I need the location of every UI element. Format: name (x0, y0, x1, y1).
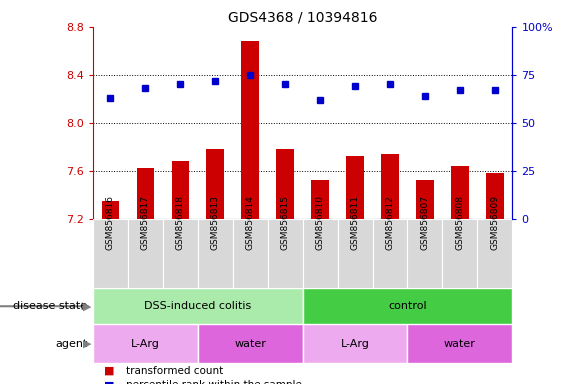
Bar (346, 157, 364, 219)
Text: GSM856816: GSM856816 (106, 195, 115, 250)
Title: GDS4368 / 10394816: GDS4368 / 10394816 (228, 10, 377, 24)
Bar (381, 154, 399, 219)
Bar (451, 166, 468, 219)
Text: disease state: disease state (13, 301, 87, 311)
Text: ▶: ▶ (83, 301, 92, 311)
Text: GSM856814: GSM856814 (245, 195, 254, 250)
Text: GSM856818: GSM856818 (176, 195, 185, 250)
Text: GSM856815: GSM856815 (280, 195, 289, 250)
Bar (486, 173, 503, 219)
Bar (416, 180, 434, 219)
Bar (311, 180, 329, 219)
Bar (303, 324, 408, 363)
Bar (303, 288, 512, 324)
Bar (137, 169, 154, 219)
Text: GSM856811: GSM856811 (351, 195, 360, 250)
Text: GSM856808: GSM856808 (455, 195, 464, 250)
Text: ▶: ▶ (83, 339, 92, 349)
Text: GSM856812: GSM856812 (386, 195, 395, 250)
Bar (172, 161, 189, 219)
Bar (198, 324, 303, 363)
Text: GSM856810: GSM856810 (316, 195, 325, 250)
Bar (477, 219, 512, 288)
Text: water: water (444, 339, 476, 349)
Text: control: control (388, 301, 427, 311)
Bar (267, 219, 303, 288)
Bar (93, 288, 303, 324)
Bar (207, 149, 224, 219)
Bar (163, 219, 198, 288)
Text: L-Arg: L-Arg (131, 339, 160, 349)
Bar (198, 219, 233, 288)
Text: DSS-induced colitis: DSS-induced colitis (144, 301, 251, 311)
Text: GSM856813: GSM856813 (211, 195, 220, 250)
Bar (303, 219, 338, 288)
Bar (373, 219, 408, 288)
Bar (93, 324, 198, 363)
Bar (338, 219, 373, 288)
Bar (242, 41, 259, 219)
Text: GSM856817: GSM856817 (141, 195, 150, 250)
Text: ■: ■ (104, 380, 115, 384)
Bar (276, 149, 294, 219)
Bar (443, 219, 477, 288)
Text: ■: ■ (104, 366, 115, 376)
Bar (128, 219, 163, 288)
Text: GSM856807: GSM856807 (421, 195, 430, 250)
Text: water: water (234, 339, 266, 349)
Bar (408, 324, 512, 363)
Bar (93, 219, 128, 288)
Text: GSM856809: GSM856809 (490, 195, 499, 250)
Bar (102, 201, 119, 219)
Text: L-Arg: L-Arg (341, 339, 369, 349)
Bar (408, 219, 443, 288)
Text: transformed count: transformed count (126, 366, 223, 376)
Text: agent: agent (55, 339, 87, 349)
Text: percentile rank within the sample: percentile rank within the sample (126, 380, 301, 384)
Bar (233, 219, 267, 288)
